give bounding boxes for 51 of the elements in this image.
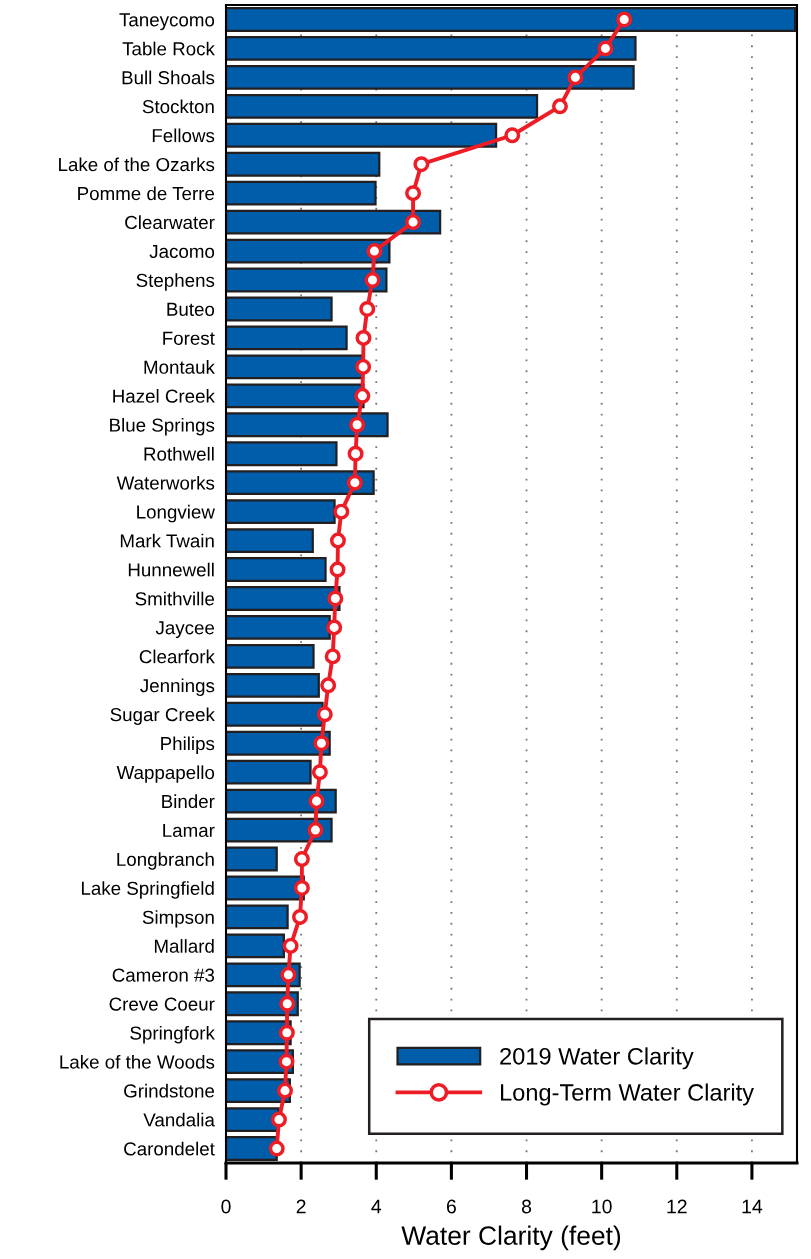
y-tick-label: Lake of the Woods bbox=[60, 1054, 215, 1069]
y-tick-label: Buteo bbox=[167, 302, 215, 316]
y-tick-label: Montauk bbox=[144, 360, 215, 374]
x-tick-label: 8 bbox=[521, 1199, 532, 1214]
y-tick-label: Stephens bbox=[136, 273, 215, 291]
x-tick-label: 0 bbox=[221, 1199, 231, 1214]
x-tick-label: 12 bbox=[667, 1199, 687, 1214]
y-tick-label: Forest bbox=[163, 331, 215, 345]
y-tick-label: Table Rock bbox=[122, 41, 215, 56]
y-tick-label: Lake of the Ozarks bbox=[59, 157, 215, 172]
y-tick-label: Philips bbox=[161, 736, 215, 754]
y-tick-label: Creve Coeur bbox=[109, 997, 215, 1011]
y-tick-label: Mark Twain bbox=[120, 533, 214, 548]
y-tick-label: Carondelet bbox=[124, 1141, 215, 1156]
y-tick-label: Longview bbox=[137, 504, 215, 523]
y-tick-label: Pomme de Terre bbox=[78, 186, 215, 201]
x-tick-label: 4 bbox=[371, 1199, 382, 1214]
y-tick-label: Jennings bbox=[140, 678, 215, 697]
y-tick-label: Sugar Creek bbox=[110, 707, 215, 725]
x-tick-label: 6 bbox=[446, 1199, 456, 1214]
x-tick-label: 2 bbox=[296, 1199, 306, 1214]
y-tick-label: Cameron #3 bbox=[112, 968, 215, 982]
y-tick-label: Clearwater bbox=[125, 215, 215, 230]
y-tick-label: Longbranch bbox=[117, 852, 214, 870]
y-tick-label: Grindstone bbox=[124, 1083, 215, 1098]
y-tick-label: Lake Springfield bbox=[81, 881, 214, 899]
y-tick-label: Rothwell bbox=[144, 446, 214, 461]
x-tick-label: 10 bbox=[592, 1199, 612, 1214]
y-tick-label: Fellows bbox=[152, 128, 215, 143]
y-tick-label: Vandalia bbox=[143, 1112, 215, 1127]
y-tick-label: Springfork bbox=[130, 1025, 215, 1044]
y-tick-label: Mallard bbox=[154, 939, 214, 953]
y-tick-label: Hunnewell bbox=[128, 562, 214, 577]
y-tick-label: Bull Shoals bbox=[122, 70, 215, 85]
y-tick-label: Waterworks bbox=[116, 475, 215, 490]
x-axis-title: Water Clarity (feet) bbox=[401, 1225, 621, 1251]
legend-label: 2019 Water Clarity bbox=[500, 1047, 694, 1070]
y-tick-label: Hazel Creek bbox=[113, 389, 215, 403]
y-tick-label: Blue Springs bbox=[110, 417, 215, 436]
legend-label: Long-Term Water Clarity bbox=[501, 1083, 754, 1106]
y-tick-label: Wappapello bbox=[116, 765, 215, 783]
y-tick-label: Stockton bbox=[142, 99, 214, 114]
y-tick-label: Jacomo bbox=[149, 244, 215, 259]
y-tick-label: Clearfork bbox=[139, 649, 215, 664]
y-tick-label: Jaycee bbox=[155, 621, 215, 639]
x-tick-label: 14 bbox=[742, 1199, 763, 1214]
y-tick-label: Taneycomo bbox=[119, 13, 215, 31]
y-tick-label: Binder bbox=[162, 794, 215, 809]
y-tick-label: Lamar bbox=[163, 823, 215, 838]
y-tick-label: Smithville bbox=[135, 591, 215, 606]
y-tick-label: Simpson bbox=[142, 910, 214, 928]
